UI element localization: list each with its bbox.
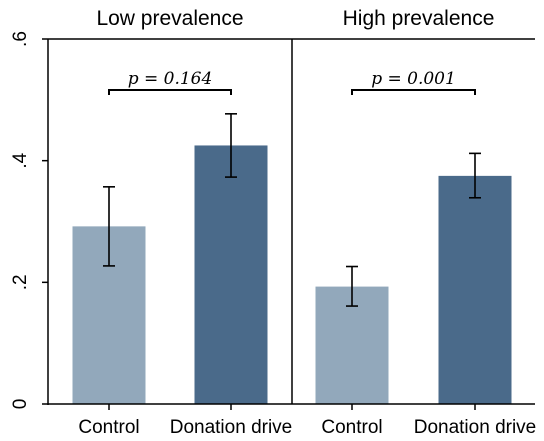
x-tick-label-1-1: Control — [78, 417, 139, 438]
pvalue-bracket-2 — [351, 89, 476, 95]
x-tick-label-1-2: Donation drive — [170, 417, 293, 438]
pvalue-bracket-1 — [108, 89, 232, 95]
bar-2-2 — [438, 175, 512, 404]
pvalue-label-2: p = 0.001 — [371, 69, 456, 89]
x-tick-label-2-2: Donation drive — [414, 417, 537, 438]
y-tick-label-3: .4 — [10, 152, 31, 168]
y-tick-label-1: 0 — [10, 399, 31, 410]
panel-title-2: High prevalence — [343, 7, 495, 30]
y-tick-label-4: .6 — [10, 31, 31, 47]
y-tick-label-2: .2 — [10, 274, 31, 290]
panel-title-1: Low prevalence — [96, 7, 243, 30]
x-tick-label-2-1: Control — [321, 417, 382, 438]
bar-1-2 — [194, 145, 268, 405]
pvalue-label-1: p = 0.164 — [128, 69, 213, 89]
